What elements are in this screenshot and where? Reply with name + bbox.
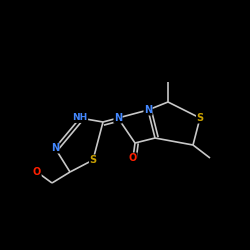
Text: N: N: [114, 113, 122, 123]
Text: O: O: [33, 167, 41, 177]
Text: NH: NH: [72, 114, 88, 122]
Text: N: N: [51, 143, 59, 153]
Text: O: O: [129, 153, 137, 163]
Text: N: N: [144, 105, 152, 115]
Text: S: S: [90, 155, 96, 165]
Text: S: S: [196, 113, 203, 123]
